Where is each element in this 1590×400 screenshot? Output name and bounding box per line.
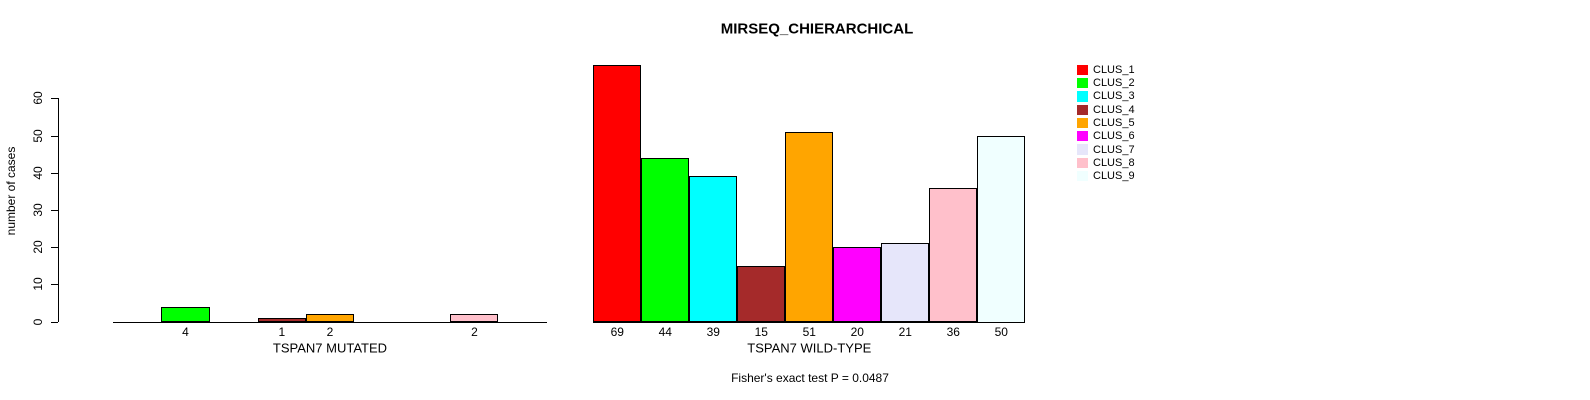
bar-value-label: 2	[326, 325, 334, 339]
y-tick-label: 20	[31, 240, 45, 254]
legend-swatch-clus_2	[1077, 77, 1088, 89]
y-axis-title: number of cases	[4, 146, 18, 236]
legend-label-clus_2: CLUS_2	[1093, 77, 1135, 90]
y-axis-tick	[51, 135, 58, 137]
y-axis-tick	[51, 247, 58, 249]
y-axis-tick	[51, 172, 58, 174]
y-axis-tick	[51, 98, 58, 100]
legend-label-clus_3: CLUS_3	[1093, 90, 1135, 103]
y-tick-label: 50	[31, 128, 45, 143]
bar-value-label: 2	[471, 325, 478, 339]
bar-value-label: 39	[706, 325, 720, 339]
bar-clus_4	[257, 317, 306, 323]
bar-clus_5	[305, 314, 355, 323]
y-axis-tick	[51, 321, 58, 323]
y-tick-label: 10	[31, 277, 45, 291]
legend-swatch-clus_5	[1077, 117, 1088, 129]
bar-clus_4	[737, 265, 786, 323]
bar-value-label: 21	[898, 325, 912, 339]
legend-swatch-clus_8	[1077, 157, 1088, 169]
legend-swatch-clus_6	[1077, 131, 1088, 142]
bar-clus_8	[450, 314, 499, 323]
y-axis-line	[58, 98, 59, 323]
legend-swatch-clus_3	[1077, 91, 1088, 102]
legend-label-clus_5: CLUS_5	[1093, 117, 1135, 129]
legend-label-clus_6: CLUS_6	[1093, 130, 1135, 143]
bar-clus_1	[593, 64, 642, 323]
bar-value-label: 1	[278, 325, 286, 339]
bar-value-label: 4	[182, 325, 189, 339]
legend-label-clus_8: CLUS_8	[1093, 156, 1135, 169]
bar-clus_2	[161, 306, 210, 323]
bar-value-label: 15	[754, 325, 768, 339]
bar-value-label: 36	[946, 325, 960, 339]
legend-swatch-clus_9	[1077, 171, 1088, 182]
y-axis-tick	[51, 284, 58, 286]
fisher-test-annotation: Fisher's exact test P = 0.0487	[731, 371, 889, 385]
y-tick-label: 40	[31, 166, 45, 180]
y-tick-label: 0	[31, 318, 45, 325]
bar-value-label: 69	[610, 325, 624, 339]
bar-value-label: 50	[994, 325, 1008, 339]
x-axis-label: TSPAN7 MUTATED	[272, 340, 388, 356]
bar-clus_9	[977, 135, 1026, 323]
bar-clus_3	[689, 176, 738, 323]
legend-swatch-clus_1	[1077, 64, 1088, 75]
legend-swatch-clus_4	[1077, 104, 1088, 115]
bar-clus_5	[785, 131, 834, 323]
legend-label-clus_9: CLUS_9	[1093, 170, 1135, 183]
bar-value-label: 20	[850, 325, 864, 339]
bar-value-label: 44	[658, 325, 672, 339]
chart-title: MIRSEQ_CHIERARCHICAL	[720, 20, 914, 38]
bar-clus_2	[641, 157, 690, 323]
legend-label-clus_7: CLUS_7	[1093, 143, 1135, 156]
y-tick-label: 60	[31, 91, 45, 105]
legend-label-clus_4: CLUS_4	[1093, 103, 1135, 116]
bar-clus_6	[833, 247, 882, 323]
bar-value-label: 51	[802, 325, 816, 339]
y-tick-label: 30	[31, 203, 45, 217]
y-axis-tick	[51, 209, 58, 211]
x-axis-label: TSPAN7 WILD-TYPE	[747, 340, 872, 356]
bar-clus_8	[929, 187, 978, 323]
legend-swatch-clus_7	[1077, 144, 1088, 155]
bar-clus_7	[881, 243, 930, 323]
legend-label-clus_1: CLUS_1	[1093, 63, 1135, 76]
